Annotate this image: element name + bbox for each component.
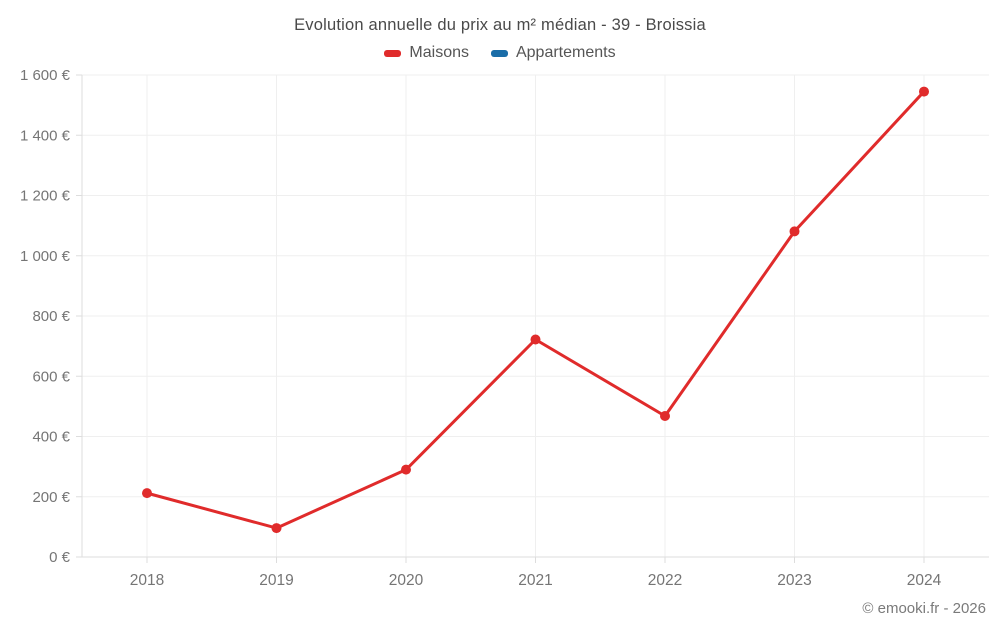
y-tick-label: 400 € xyxy=(32,429,70,446)
y-tick-label: 1 600 € xyxy=(20,67,71,84)
data-point-maisons-2024[interactable] xyxy=(919,86,929,97)
data-point-maisons-2018[interactable] xyxy=(142,488,152,499)
legend-item-maisons[interactable]: Maisons xyxy=(384,44,469,62)
y-tick-label: 800 € xyxy=(32,308,70,325)
x-tick-label: 2023 xyxy=(777,572,811,589)
chart-title: Evolution annuelle du prix au m² médian … xyxy=(294,16,706,34)
y-tick-label: 600 € xyxy=(32,368,70,385)
data-point-maisons-2020[interactable] xyxy=(401,464,411,475)
legend-label-appartements: Appartements xyxy=(515,44,616,61)
data-point-maisons-2021[interactable] xyxy=(530,334,541,345)
y-tick-label: 1 000 € xyxy=(20,248,71,265)
y-tick-label: 1 400 € xyxy=(20,127,71,144)
y-tick-label: 1 200 € xyxy=(20,188,71,205)
legend: Maisons Appartements xyxy=(0,44,1000,62)
legend-label-maisons: Maisons xyxy=(409,44,469,61)
copyright-footer: © emooki.fr - 2026 xyxy=(862,600,986,617)
x-tick-label: 2024 xyxy=(907,572,942,589)
y-tick-label: 200 € xyxy=(32,489,70,506)
legend-swatch-appartements xyxy=(490,49,508,57)
y-tick-label: 0 € xyxy=(49,549,71,566)
x-tick-label: 2021 xyxy=(518,572,552,589)
x-tick-label: 2018 xyxy=(130,572,164,589)
legend-item-appartements[interactable]: Appartements xyxy=(490,44,616,62)
x-tick-label: 2020 xyxy=(389,572,424,589)
data-point-maisons-2023[interactable] xyxy=(789,226,800,237)
legend-swatch-maisons xyxy=(384,49,402,57)
data-point-maisons-2019[interactable] xyxy=(271,523,282,534)
x-tick-label: 2019 xyxy=(259,572,293,589)
x-tick-label: 2022 xyxy=(648,572,682,589)
data-point-maisons-2022[interactable] xyxy=(660,411,670,422)
